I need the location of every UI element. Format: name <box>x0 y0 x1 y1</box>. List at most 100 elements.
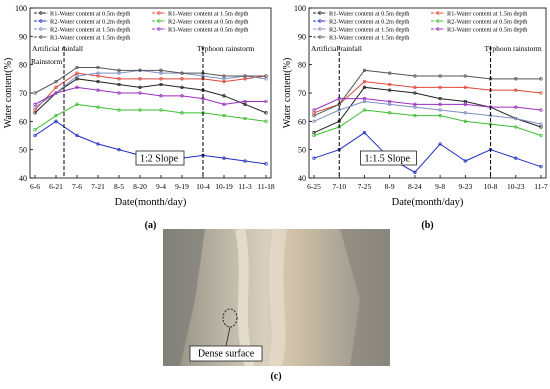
point <box>54 114 58 118</box>
slope-box <box>360 150 417 166</box>
photo-annotation: Dense surface <box>198 349 255 360</box>
point <box>138 85 142 89</box>
point <box>438 108 442 112</box>
point <box>388 82 392 87</box>
series-line <box>313 98 542 111</box>
point <box>438 85 442 89</box>
point <box>362 108 367 112</box>
point <box>243 74 247 78</box>
y-tick-label: 100 <box>294 4 306 13</box>
point <box>463 111 467 115</box>
x-tick-label: 8-24 <box>408 182 422 191</box>
y-tick-label: 70 <box>19 89 27 98</box>
x-tick-label: 7-10 <box>332 182 346 191</box>
x-tick-label: 11-7 <box>534 182 548 191</box>
legend-label: R2-Water content at 0.5m depth <box>168 18 249 25</box>
point <box>117 108 121 112</box>
y-tick-label: 90 <box>19 32 27 41</box>
legend-marker <box>157 27 161 31</box>
point <box>117 91 121 95</box>
legend-marker <box>318 35 322 39</box>
series-line <box>34 86 266 105</box>
photo: Dense surface <box>163 227 390 368</box>
y-tick-label: 40 <box>19 174 27 183</box>
x-tick-label: 9-19 <box>175 182 189 191</box>
series-line <box>313 81 542 114</box>
y-axis-title: Water content(%) <box>3 58 14 129</box>
point <box>180 94 184 98</box>
point <box>539 108 543 112</box>
point <box>54 80 58 84</box>
point <box>222 114 226 118</box>
annotation: Artificial rainfall <box>32 44 83 53</box>
point <box>539 133 543 138</box>
point <box>222 74 226 78</box>
point <box>180 77 184 81</box>
point <box>539 122 543 126</box>
legend-marker <box>318 11 322 15</box>
point <box>222 156 226 160</box>
y-tick-label: 100 <box>15 4 27 13</box>
legend-marker <box>318 27 322 31</box>
x-tick-label: 11-3 <box>238 182 252 191</box>
point <box>243 159 247 163</box>
point <box>388 88 392 92</box>
y-tick-label: 70 <box>298 89 306 98</box>
point <box>362 68 367 72</box>
legend-label: R2-Water content at 1.5m depth <box>50 26 131 33</box>
legend-marker <box>39 35 43 39</box>
point <box>264 162 268 166</box>
point <box>413 102 417 106</box>
point <box>514 105 518 109</box>
y-tick-label: 50 <box>19 146 27 155</box>
point <box>362 80 367 84</box>
point <box>138 108 142 112</box>
x-axis-title: Date(month/day) <box>392 197 464 208</box>
legend-marker <box>436 27 440 31</box>
point <box>96 80 100 84</box>
point <box>388 71 392 75</box>
annotation: 1:2 Slope <box>140 154 179 165</box>
x-tick-label: 8-9 <box>385 182 395 191</box>
legend-marker <box>39 11 43 15</box>
point <box>362 131 367 135</box>
point <box>312 119 316 123</box>
legend-marker <box>39 27 43 31</box>
point <box>514 88 518 92</box>
x-axis-title: Date(month/day) <box>115 197 187 208</box>
point <box>413 91 417 95</box>
annotation: 1:1.5 Slope <box>364 154 410 165</box>
y-tick-label: 60 <box>298 117 306 126</box>
point <box>463 102 467 106</box>
point <box>413 114 417 118</box>
legend-label: R3-Water content at 0.5m depth <box>168 26 249 33</box>
legend-label: R1-Water content at 1.5m depth <box>168 10 249 17</box>
point <box>138 77 142 81</box>
legend-label: R2-Water content at 1.5m depth <box>329 26 410 33</box>
x-tick-label: 7-21 <box>91 182 105 191</box>
annotation: Typhoon rainstorm <box>197 44 254 53</box>
annotation: Typhoon rainstorm <box>485 44 542 53</box>
series-line <box>34 69 267 108</box>
point <box>514 77 518 81</box>
point <box>159 94 163 98</box>
point <box>413 74 417 78</box>
series-line <box>34 72 267 111</box>
x-tick-label: 10-8 <box>484 182 498 191</box>
point <box>438 97 442 101</box>
x-tick-label: 6-6 <box>30 182 40 191</box>
point <box>388 99 392 104</box>
point <box>75 85 79 89</box>
series-line <box>313 132 542 173</box>
series-line <box>313 100 542 125</box>
point <box>33 102 37 106</box>
annotation: Artificial rainfall <box>311 44 362 53</box>
y-axis-title: Water content(%) <box>282 58 293 129</box>
y-tick-label: 60 <box>19 117 27 126</box>
point <box>312 156 316 160</box>
point <box>514 116 518 121</box>
legend-marker <box>436 19 440 23</box>
point <box>159 82 163 87</box>
point <box>159 68 163 72</box>
point <box>438 142 442 146</box>
